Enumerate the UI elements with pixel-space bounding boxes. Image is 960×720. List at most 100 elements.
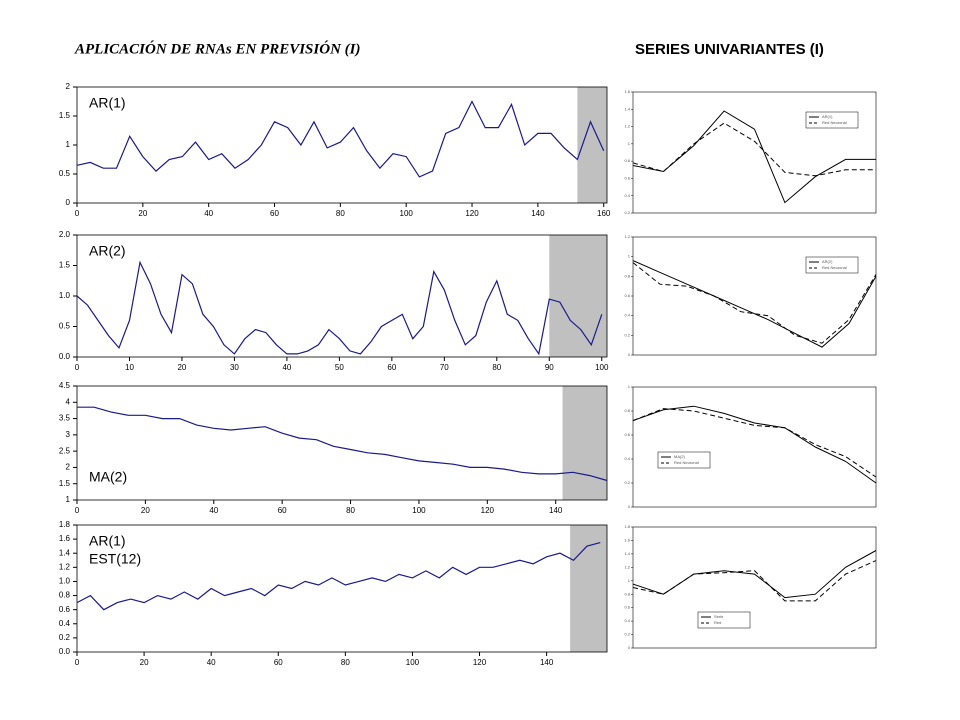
plot-frame: [632, 526, 877, 649]
series-line: [632, 560, 877, 602]
legend-box: [657, 451, 711, 469]
y-tick-label: 0.6: [624, 175, 630, 180]
y-tick-label: 1: [66, 140, 71, 149]
y-tick-label: 2: [66, 463, 71, 472]
y-tick-label: 0.8: [624, 591, 630, 596]
y-tick-label: 0.5: [59, 322, 71, 331]
x-tick-label: 0: [75, 506, 80, 515]
x-tick-label: 100: [595, 363, 609, 372]
y-tick-label: 0.2: [624, 480, 630, 485]
x-tick-label: 60: [387, 363, 396, 372]
y-tick-label: 1.5: [59, 479, 71, 488]
plot-frame: [632, 236, 877, 356]
x-tick-label: 80: [492, 363, 501, 372]
y-tick-label: 1.6: [624, 89, 630, 94]
y-tick-label: 2.0: [59, 230, 71, 239]
y-tick-label: 0.4: [624, 193, 630, 198]
y-tick-label: 1: [628, 254, 631, 259]
x-tick-label: 80: [341, 658, 350, 667]
series-line: [76, 260, 603, 356]
x-tick-label: 40: [207, 658, 216, 667]
slide-title: APLICACIÓN DE RNAs EN PREVISIÓN (I): [74, 40, 360, 57]
forecast-region: [562, 386, 607, 500]
y-tick-label: 0.8: [624, 408, 630, 413]
y-tick-label: 0.6: [624, 293, 630, 298]
series-line: [632, 260, 877, 348]
x-tick-label: 100: [412, 506, 426, 515]
x-tick-label: 80: [336, 209, 345, 218]
x-tick-label: 0: [75, 363, 80, 372]
x-tick-label: 50: [335, 363, 344, 372]
model-label: AR(1): [89, 95, 126, 111]
model-label: EST(12): [89, 551, 141, 567]
legend-label: MA(2): [674, 454, 686, 459]
x-tick-label: 120: [481, 506, 495, 515]
y-tick-label: 2.5: [59, 446, 71, 455]
series-line: [632, 408, 877, 478]
series-line: [632, 122, 876, 177]
legend-box: [805, 111, 859, 129]
plot-frame: [632, 91, 877, 214]
model-label: AR(1): [89, 533, 126, 549]
forecast-region: [570, 525, 607, 652]
legend-label: Red Neuronal: [822, 265, 847, 270]
y-tick-label: 4.5: [59, 381, 71, 390]
y-tick-label: 0.6: [59, 605, 71, 614]
x-tick-label: 120: [465, 209, 479, 218]
y-tick-label: 1.8: [624, 524, 630, 529]
y-tick-label: 0: [628, 352, 631, 357]
y-tick-label: 0.4: [624, 618, 630, 623]
series-line: [632, 405, 877, 484]
series-line: [632, 262, 877, 344]
x-tick-label: 0: [75, 209, 80, 218]
y-tick-label: 1.2: [624, 124, 630, 129]
y-tick-label: 0: [66, 198, 71, 207]
legend-label: Red Neuronal: [674, 460, 699, 465]
y-tick-label: 0.5: [59, 169, 71, 178]
y-tick-label: 0.2: [59, 633, 71, 642]
y-tick-label: 1.2: [624, 564, 630, 569]
x-tick-label: 70: [440, 363, 449, 372]
x-tick-label: 20: [138, 209, 147, 218]
plot-frame: [632, 386, 877, 508]
x-tick-label: 30: [230, 363, 239, 372]
series-line: [77, 406, 608, 482]
series-line: [76, 542, 601, 611]
y-tick-label: 0: [628, 504, 631, 509]
x-tick-label: 20: [141, 506, 150, 515]
y-tick-label: 1.2: [624, 234, 630, 239]
y-tick-label: 1: [628, 578, 631, 583]
model-label: MA(2): [89, 469, 127, 485]
legend-box: [697, 611, 751, 629]
x-tick-label: 100: [406, 658, 420, 667]
y-tick-label: 0.8: [624, 273, 630, 278]
legend-label: Serie: [714, 614, 724, 619]
x-tick-label: 10: [125, 363, 134, 372]
legend-label: AR(2): [822, 259, 833, 264]
plot-frame: [76, 86, 608, 204]
x-tick-label: 140: [549, 506, 563, 515]
x-tick-label: 40: [204, 209, 213, 218]
y-tick-label: 0.6: [624, 432, 630, 437]
plot-frame: [76, 234, 608, 358]
y-tick-label: 0.8: [59, 591, 71, 600]
x-tick-label: 160: [597, 209, 611, 218]
model-label: AR(2): [89, 243, 126, 259]
legend-label: Red Neuronal: [822, 120, 847, 125]
y-tick-label: 1.5: [59, 111, 71, 120]
y-tick-label: 1.2: [59, 562, 71, 571]
y-tick-label: 2: [66, 82, 71, 91]
y-tick-label: 0: [628, 645, 631, 650]
y-tick-label: 1.8: [59, 520, 71, 529]
y-tick-label: 1.0: [59, 577, 71, 586]
plot-frame: [76, 524, 608, 653]
y-tick-label: 0.4: [624, 456, 630, 461]
series-line: [76, 100, 605, 178]
x-tick-label: 20: [140, 658, 149, 667]
y-tick-label: 1.4: [59, 548, 71, 557]
y-tick-label: 0.6: [624, 605, 630, 610]
x-tick-label: 140: [540, 658, 554, 667]
y-tick-label: 0.2: [624, 332, 630, 337]
